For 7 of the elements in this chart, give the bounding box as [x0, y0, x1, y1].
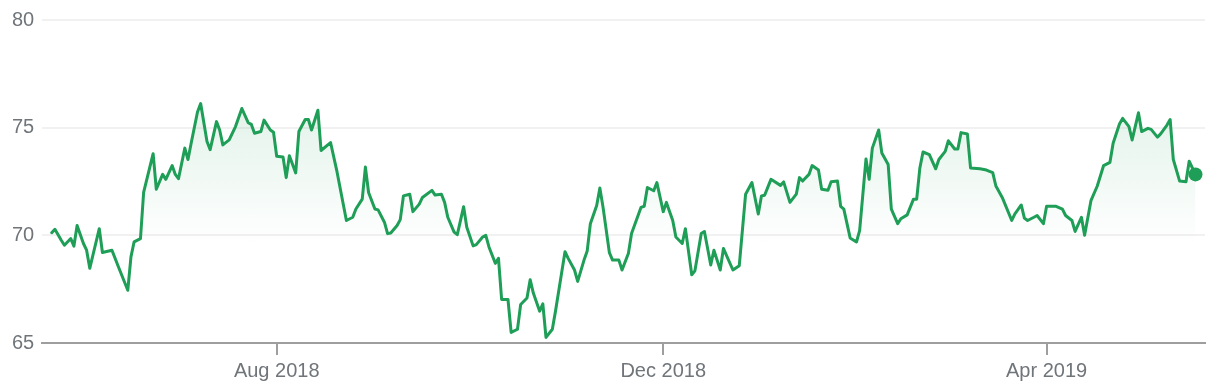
x-tick-label: Apr 2019: [1006, 358, 1088, 381]
y-tick-label: 70: [12, 222, 35, 245]
y-tick-label: 80: [12, 7, 35, 30]
y-tick-label: 65: [12, 330, 35, 353]
y-tick-label: 75: [12, 115, 35, 138]
x-tick-label: Dec 2018: [620, 358, 707, 381]
x-tick-label: Aug 2018: [233, 358, 320, 381]
